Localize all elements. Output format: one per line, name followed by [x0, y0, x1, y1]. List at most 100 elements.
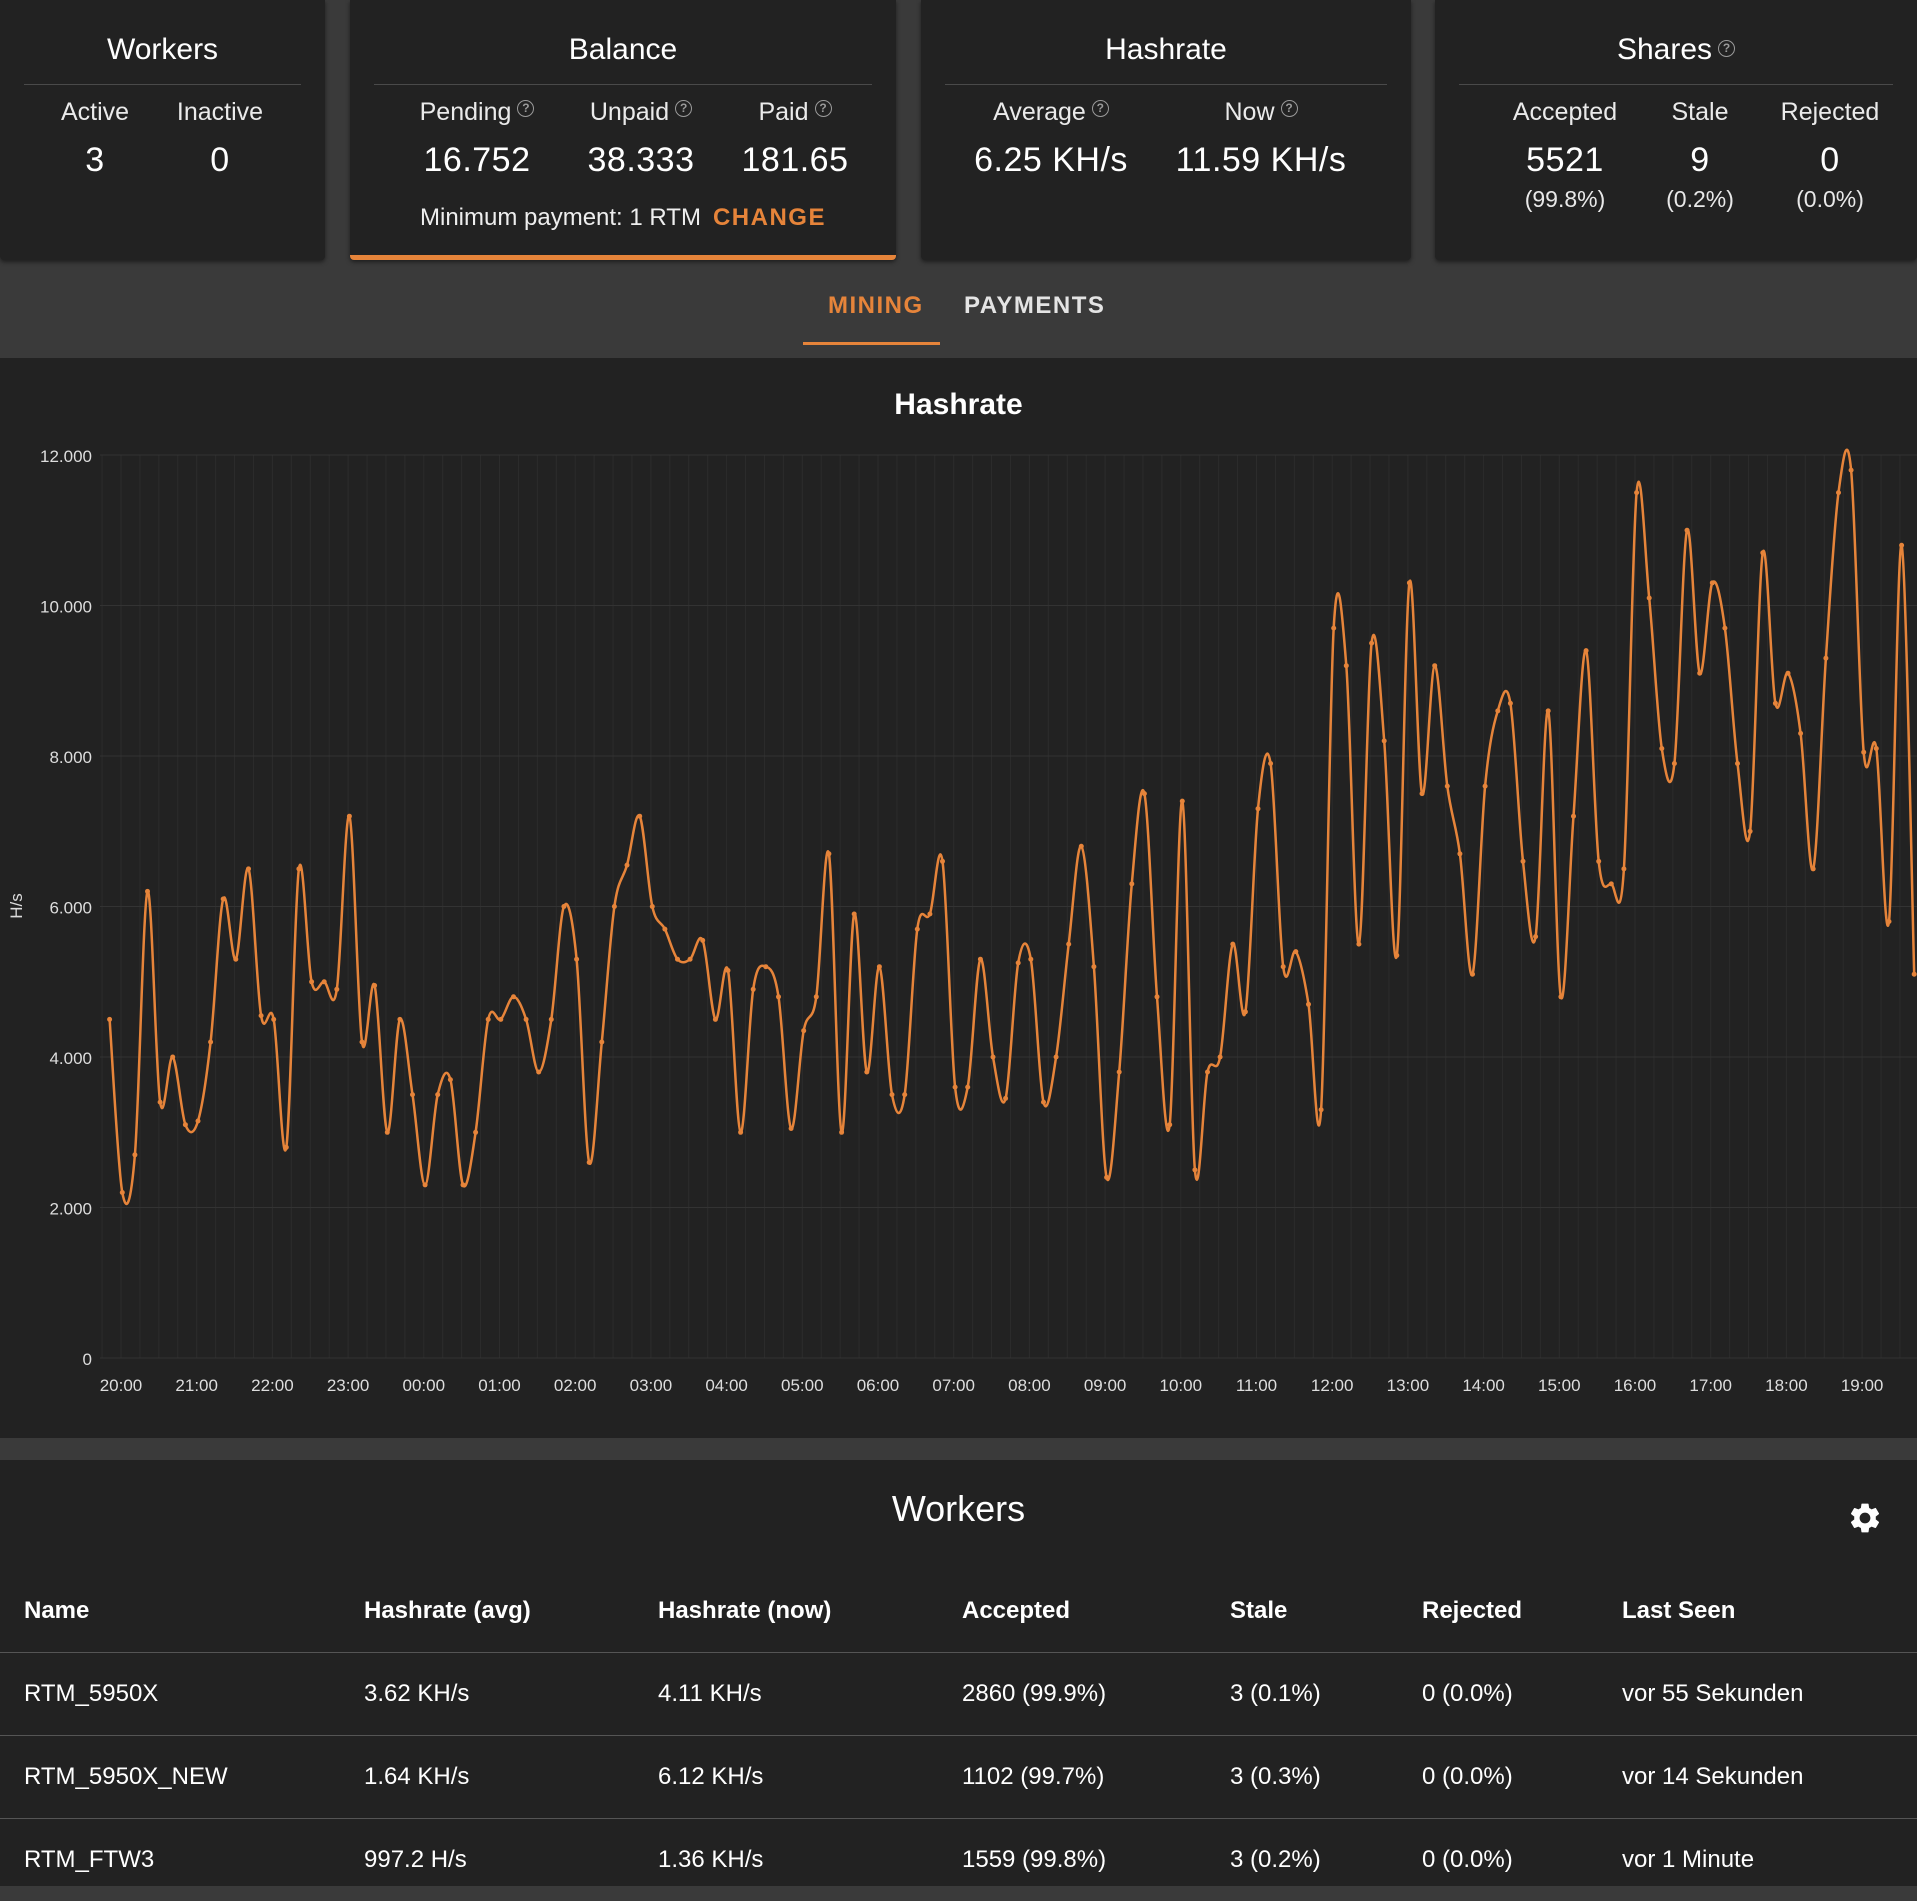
x-tick-label: 15:00 — [1538, 1376, 1581, 1395]
data-point — [763, 964, 768, 969]
tab-mining[interactable]: MINING — [828, 292, 924, 320]
column-header-rejected[interactable]: Rejected — [1422, 1570, 1622, 1653]
data-point — [511, 994, 516, 999]
y-tick-label: 10.000 — [40, 598, 92, 617]
card-title: Hashrate — [945, 0, 1387, 85]
help-circle-icon[interactable]: ? — [1718, 40, 1735, 57]
data-point — [1722, 626, 1727, 631]
data-point — [574, 957, 579, 962]
data-point — [170, 1055, 175, 1060]
view-tabs: MINING PAYMENTS — [0, 262, 1917, 357]
x-tick-label: 18:00 — [1765, 1376, 1808, 1395]
data-point — [549, 1017, 554, 1022]
column-header-hashrate-now[interactable]: Hashrate (now) — [658, 1570, 962, 1653]
data-point — [726, 968, 731, 973]
data-point — [1382, 738, 1387, 743]
data-point — [1546, 708, 1551, 713]
stat-label-row: Average? — [971, 98, 1131, 127]
table-row[interactable]: RTM_FTW3 997.2 H/s 1.36 KH/s 1559 (99.8%… — [0, 1819, 1917, 1901]
workers-summary-card: Workers Active 3 Inactive 0 — [0, 0, 325, 260]
data-point — [1205, 1070, 1210, 1075]
x-tick-label: 00:00 — [403, 1376, 446, 1395]
accepted-shares-stat: Accepted 5521 (99.8%) — [1495, 98, 1635, 213]
data-point — [397, 1017, 402, 1022]
help-circle-icon[interactable]: ? — [517, 100, 534, 117]
help-circle-icon[interactable]: ? — [815, 100, 832, 117]
data-point — [1369, 641, 1374, 646]
column-header-last-seen[interactable]: Last Seen — [1622, 1570, 1917, 1653]
worker-last-seen: vor 55 Sekunden — [1622, 1653, 1917, 1736]
stat-label: Paid — [758, 98, 808, 126]
change-minimum-payment-button[interactable]: CHANGE — [713, 204, 826, 231]
stat-label: Unpaid — [590, 98, 669, 126]
workers-table-panel: Workers Name Hashrate (avg) Hashrate (no… — [0, 1460, 1917, 1886]
worker-accepted: 2860 (99.9%) — [962, 1653, 1230, 1736]
stat-value: 5521 — [1495, 141, 1635, 180]
help-circle-icon[interactable]: ? — [1281, 100, 1298, 117]
data-point — [612, 904, 617, 909]
data-point — [1508, 701, 1513, 706]
column-header-stale[interactable]: Stale — [1230, 1570, 1422, 1653]
data-point — [1887, 919, 1892, 924]
data-point — [776, 994, 781, 999]
stat-label: Average — [993, 98, 1086, 126]
data-point — [461, 1182, 466, 1187]
y-tick-label: 2.000 — [49, 1200, 92, 1219]
data-point — [1773, 701, 1778, 706]
data-point — [1230, 942, 1235, 947]
table-row[interactable]: RTM_5950X 3.62 KH/s 4.11 KH/s 2860 (99.9… — [0, 1653, 1917, 1736]
column-header-hashrate-avg[interactable]: Hashrate (avg) — [364, 1570, 658, 1653]
unpaid-balance-stat: Unpaid? 38.333 — [566, 98, 716, 180]
stat-label-row: Now? — [1171, 98, 1351, 127]
data-point — [524, 1017, 529, 1022]
x-tick-label: 19:00 — [1841, 1376, 1884, 1395]
workers-table: Name Hashrate (avg) Hashrate (now) Accep… — [0, 1570, 1917, 1901]
data-point — [1079, 844, 1084, 849]
tab-payments[interactable]: PAYMENTS — [964, 292, 1105, 320]
worker-hashrate-now: 4.11 KH/s — [658, 1653, 962, 1736]
data-point — [1167, 1122, 1172, 1127]
card-title: Shares — [1617, 33, 1712, 66]
data-point — [991, 1055, 996, 1060]
y-tick-label: 4.000 — [49, 1049, 92, 1068]
data-point — [877, 964, 882, 969]
data-point — [1256, 806, 1261, 811]
help-circle-icon[interactable]: ? — [675, 100, 692, 117]
table-header-row: Name Hashrate (avg) Hashrate (now) Accep… — [0, 1570, 1917, 1653]
data-point — [738, 1130, 743, 1135]
y-tick-label: 8.000 — [49, 748, 92, 767]
data-point — [259, 1013, 264, 1018]
data-point — [1117, 1070, 1122, 1075]
data-point — [1735, 761, 1740, 766]
data-point — [839, 1130, 844, 1135]
data-point — [1672, 761, 1677, 766]
table-row[interactable]: RTM_5950X_NEW 1.64 KH/s 6.12 KH/s 1102 (… — [0, 1736, 1917, 1819]
stat-label: Now — [1224, 98, 1274, 126]
data-point — [852, 912, 857, 917]
data-point — [637, 814, 642, 819]
help-circle-icon[interactable]: ? — [1092, 100, 1109, 117]
stat-value: 3 — [40, 141, 150, 180]
current-hashrate-stat: Now? 11.59 KH/s — [1171, 98, 1351, 180]
data-point — [1293, 949, 1298, 954]
data-point — [473, 1130, 478, 1135]
gear-icon[interactable] — [1847, 1500, 1883, 1536]
data-point — [700, 938, 705, 943]
data-point — [132, 1152, 137, 1157]
data-point — [1571, 814, 1576, 819]
stat-value: 9 — [1650, 141, 1750, 180]
data-point — [1748, 829, 1753, 834]
column-header-name[interactable]: Name — [0, 1570, 364, 1653]
stat-label: Pending — [420, 98, 512, 126]
x-tick-label: 20:00 — [100, 1376, 143, 1395]
data-point — [1710, 580, 1715, 585]
data-point — [1609, 881, 1614, 886]
data-point — [309, 979, 314, 984]
data-point — [688, 957, 693, 962]
data-point — [713, 1017, 718, 1022]
data-point — [1281, 964, 1286, 969]
data-point — [1533, 934, 1538, 939]
column-header-accepted[interactable]: Accepted — [962, 1570, 1230, 1653]
worker-rejected: 0 (0.0%) — [1422, 1819, 1622, 1901]
